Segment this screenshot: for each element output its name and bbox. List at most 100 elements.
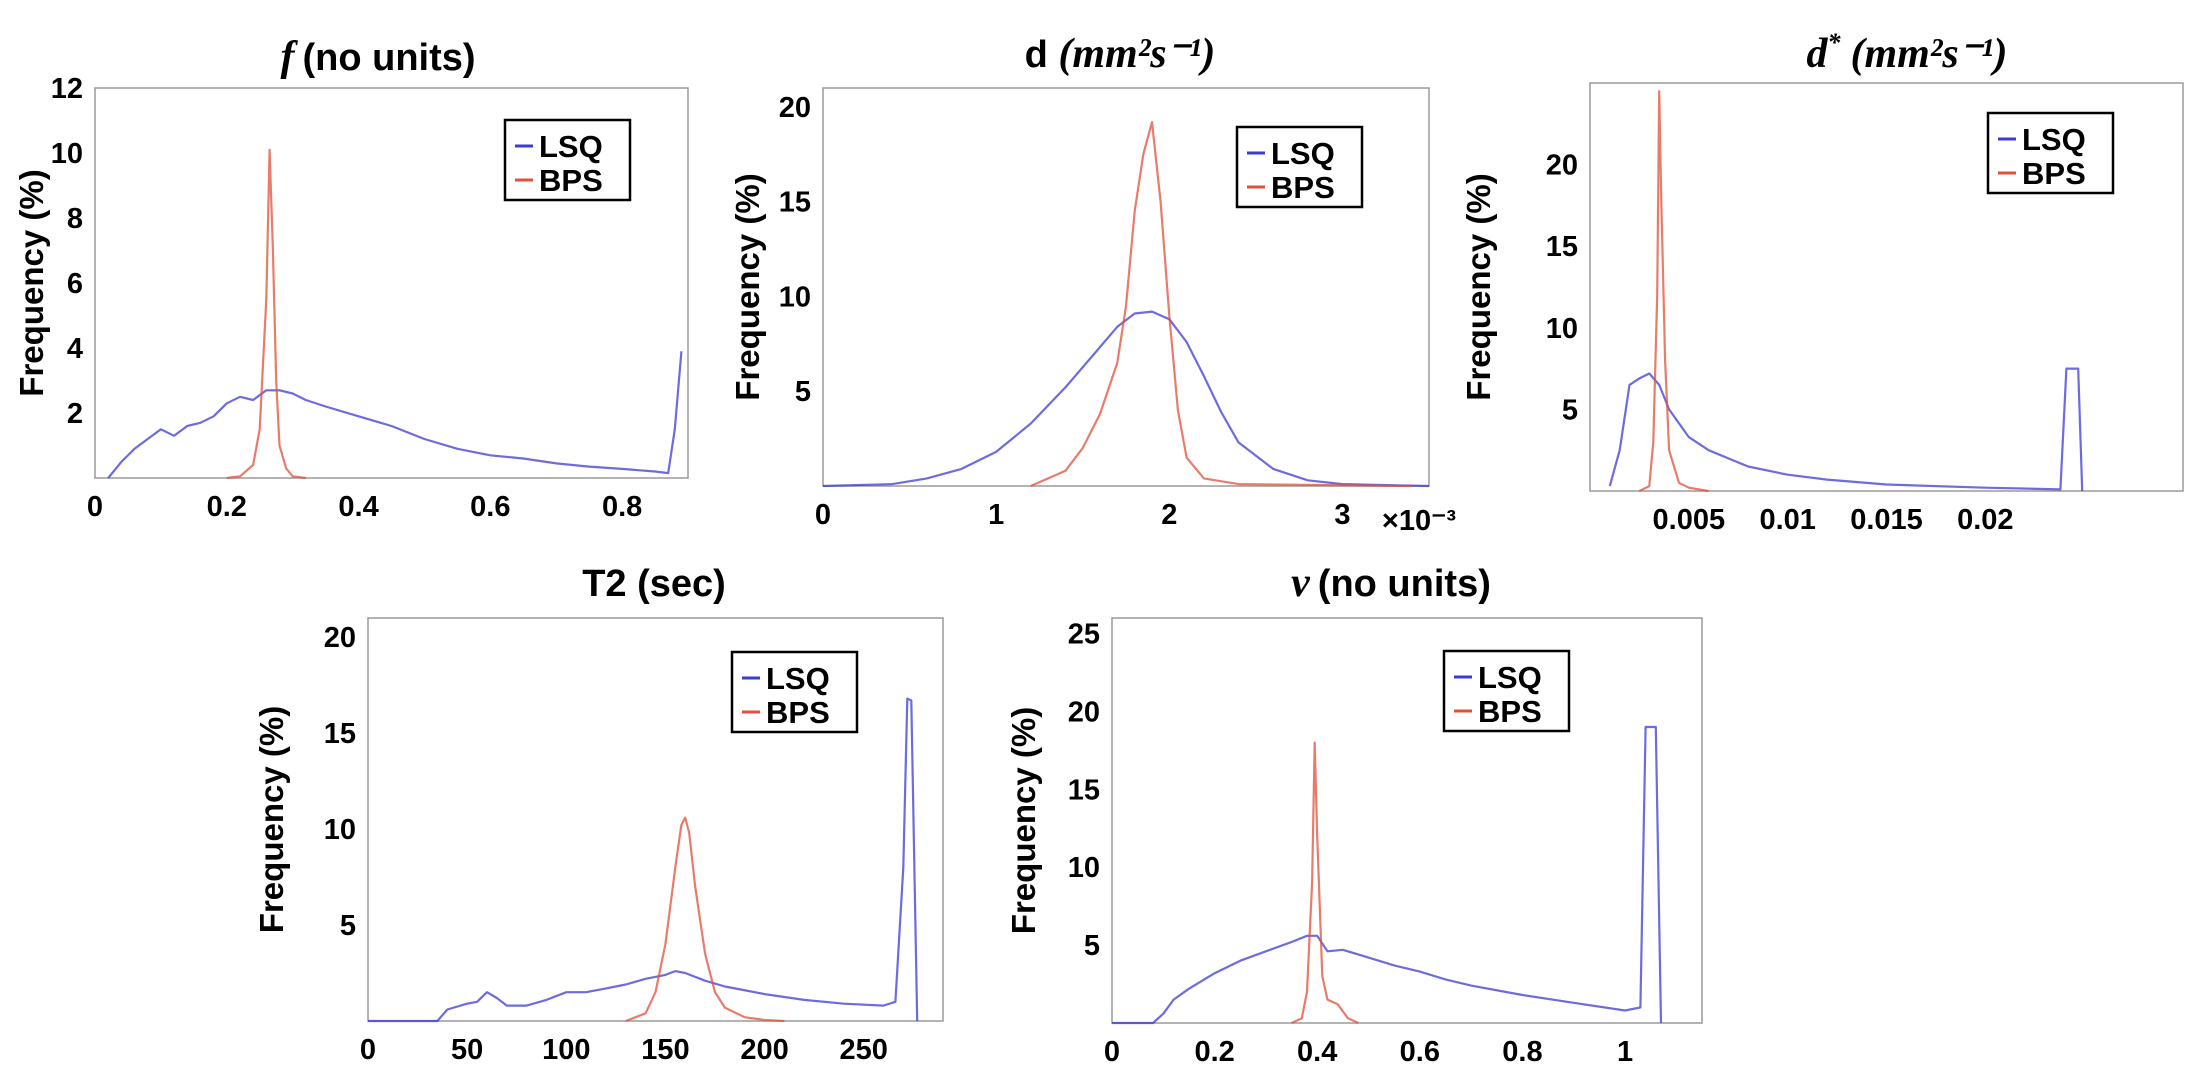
x-tick-label: 0: [360, 1034, 376, 1066]
series-line-bps: [226, 148, 306, 480]
plot-area: [822, 87, 1430, 487]
x-tick-label: 0.005: [1653, 504, 1726, 536]
legend-label-lsq: LSQ: [2022, 122, 2086, 157]
x-tick-label: 0.4: [1297, 1036, 1337, 1068]
legend-label-bps: BPS: [1271, 170, 1335, 205]
y-tick-label: 5: [1084, 930, 1100, 962]
y-tick-label: 10: [51, 138, 83, 170]
x-tick-label: 0.015: [1850, 504, 1923, 536]
x-tick-label: 0.01: [1759, 504, 1815, 536]
x-tick-label: 0.6: [470, 491, 510, 523]
series-line-bps: [1030, 120, 1412, 488]
y-tick-label: 10: [779, 281, 811, 313]
legend-box: [1442, 649, 1571, 733]
plot-area: [1589, 82, 2184, 492]
y-tick-label: 20: [324, 622, 356, 654]
y-tick-label: 10: [1068, 852, 1100, 884]
x-tick-label: 150: [641, 1034, 689, 1066]
x-tick-label: 50: [451, 1034, 483, 1066]
title-superscript: *: [1827, 28, 1841, 57]
series-line-lsq: [1608, 367, 2084, 492]
title-symbol: v: [1291, 560, 1311, 606]
legend-label-lsq: LSQ: [1478, 660, 1542, 695]
y-tick-label: 20: [1068, 696, 1100, 728]
series-line-lsq: [822, 310, 1430, 488]
chart-title: d (mm²s⁻¹): [1025, 31, 1216, 77]
chart-dstar: d* (mm²s⁻¹) Frequency (%) 5 10 15 20 0.005 0.01 0…: [1460, 28, 2184, 536]
y-tick-label: 8: [67, 203, 83, 235]
x-tick-label: 2: [1161, 499, 1177, 531]
title-units: (mm²s⁻¹): [1850, 31, 2007, 77]
plot-area: [94, 87, 689, 479]
y-tick-label: 15: [324, 718, 356, 750]
title-text: (no units): [1318, 563, 1491, 605]
series-line-lsq: [1112, 725, 1663, 1025]
legend-label-lsq: LSQ: [539, 129, 603, 164]
chart-title: v (no units): [1291, 560, 1491, 606]
y-tick-label: 6: [67, 268, 83, 300]
title-text: d: [1025, 34, 1059, 76]
y-tick-label: 15: [779, 187, 811, 219]
legend-box: [730, 650, 859, 734]
y-tick-label: 25: [1068, 619, 1100, 651]
x-tick-label: 0.2: [1194, 1036, 1234, 1068]
x-tick-label: 0.8: [1502, 1036, 1542, 1068]
x-tick-label: 0.4: [338, 491, 378, 523]
legend-label-bps: BPS: [766, 695, 830, 730]
legend-label-bps: BPS: [1478, 694, 1542, 729]
title-symbol: f: [280, 34, 298, 80]
series-line-bps: [1638, 90, 1709, 493]
chart-title: T2 (sec): [582, 563, 726, 605]
y-tick-label: 20: [1546, 150, 1578, 182]
y-tick-label: 5: [1562, 394, 1578, 426]
x-tick-label: 3: [1334, 499, 1350, 531]
x-tick-label: 0.2: [207, 491, 247, 523]
title-units: (mm²s⁻¹): [1058, 31, 1215, 77]
y-tick-label: 15: [1546, 231, 1578, 263]
legend-box: [1235, 125, 1364, 209]
y-tick-label: 4: [67, 333, 83, 365]
chart-d: d (mm²s⁻¹) Frequency (%) 5 10 15 20 0 1 2 3 ×10⁻³ L…: [729, 31, 1456, 537]
chart-title: f (no units): [280, 34, 475, 80]
y-axis-label: Frequency (%): [1005, 707, 1042, 934]
y-tick-label: 10: [324, 814, 356, 846]
x-tick-label: 0.6: [1400, 1036, 1440, 1068]
series-line-lsq: [107, 351, 683, 479]
series-line-bps: [1291, 741, 1359, 1025]
series-line-lsq: [368, 697, 919, 1023]
y-tick-label: 12: [51, 73, 83, 105]
legend-label-bps: BPS: [539, 163, 603, 198]
title-text: T2 (sec): [582, 563, 726, 605]
title-text: (no units): [302, 37, 475, 79]
y-axis-label: Frequency (%): [253, 706, 290, 933]
plot-area: [1111, 617, 1703, 1024]
y-tick-label: 15: [1068, 774, 1100, 806]
y-tick-label: 10: [1546, 313, 1578, 345]
legend-box: [503, 118, 632, 202]
y-axis-label: Frequency (%): [13, 169, 50, 396]
x-tick-label: 1: [1617, 1036, 1633, 1068]
y-axis-label: Frequency (%): [729, 173, 766, 400]
x-tick-label: 1: [988, 499, 1004, 531]
x-tick-label: 0: [87, 491, 103, 523]
y-tick-label: 2: [67, 398, 83, 430]
legend-label-lsq: LSQ: [766, 661, 830, 696]
legend-label-lsq: LSQ: [1271, 136, 1335, 171]
x-tick-label: 250: [839, 1034, 887, 1066]
x-exponent-label: ×10⁻³: [1382, 505, 1456, 537]
y-tick-label: 20: [779, 92, 811, 124]
title-symbol: d: [1806, 31, 1828, 77]
x-tick-label: 0: [815, 499, 831, 531]
legend-box: [1986, 111, 2115, 195]
plot-area: [367, 617, 944, 1022]
chart-title: d* (mm²s⁻¹): [1806, 28, 2007, 77]
x-tick-label: 200: [740, 1034, 788, 1066]
legend-label-bps: BPS: [2022, 156, 2086, 191]
